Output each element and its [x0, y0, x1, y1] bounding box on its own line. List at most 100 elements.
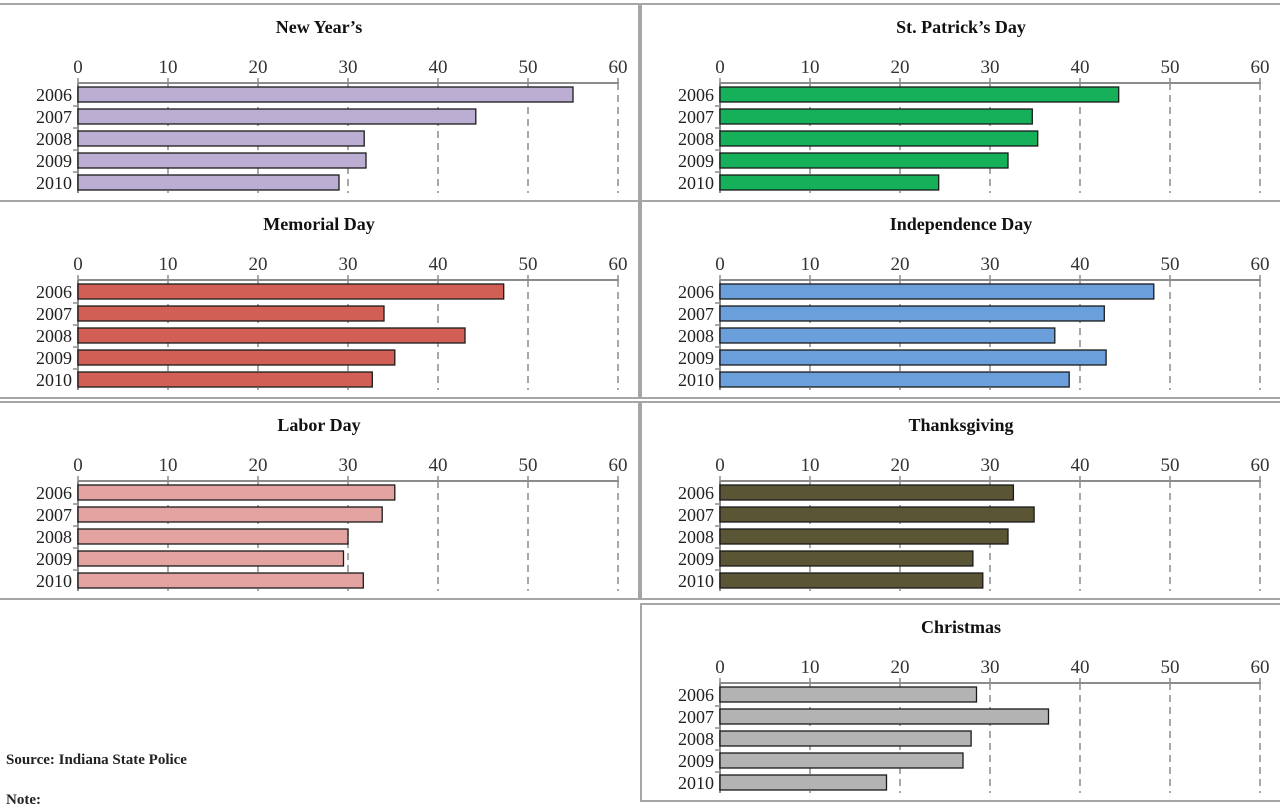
tick-label: 40	[1071, 657, 1090, 678]
bar	[719, 550, 974, 567]
tick-label: 0	[73, 455, 83, 476]
category-label: 2007	[678, 707, 714, 727]
tick-label: 40	[1071, 455, 1090, 476]
bar	[719, 774, 888, 791]
bar	[719, 708, 1050, 725]
bar	[719, 327, 1056, 344]
tick-label: 20	[249, 455, 268, 476]
category-label: 2010	[36, 571, 72, 591]
category-label: 2007	[36, 304, 72, 324]
tick-label: 10	[159, 455, 178, 476]
bar	[719, 506, 1035, 523]
category-label: 2006	[36, 85, 72, 105]
bar	[719, 108, 1033, 125]
category-label: 2010	[36, 173, 72, 193]
tick-label: 0	[715, 57, 725, 78]
bar	[77, 371, 373, 388]
bar	[719, 305, 1105, 322]
bar	[77, 108, 477, 125]
tick-label: 20	[891, 657, 910, 678]
bar	[77, 327, 466, 344]
bar	[77, 152, 367, 169]
category-label: 2008	[678, 729, 714, 749]
tick-label: 0	[73, 57, 83, 78]
bar	[719, 730, 972, 747]
tick-label: 50	[519, 57, 538, 78]
bar	[77, 550, 345, 567]
category-label: 2010	[678, 173, 714, 193]
bar	[719, 686, 978, 703]
category-label: 2010	[36, 370, 72, 390]
category-label: 2009	[36, 348, 72, 368]
tick-label: 30	[339, 57, 358, 78]
category-label: 2007	[36, 505, 72, 525]
bar	[719, 752, 964, 769]
tick-label: 10	[801, 455, 820, 476]
chart-panel: Labor Day 0 10 20 30 40 50 60 2006 2007 2008 2009 20…	[0, 401, 640, 600]
tick-label: 0	[715, 657, 725, 678]
bar	[719, 152, 1009, 169]
category-label: 2006	[678, 685, 714, 705]
bar	[77, 174, 340, 191]
category-label: 2007	[678, 107, 714, 127]
category-label: 2009	[36, 151, 72, 171]
tick-label: 0	[715, 254, 725, 275]
bar	[719, 349, 1107, 366]
tick-label: 50	[1161, 57, 1180, 78]
tick-label: 30	[981, 455, 1000, 476]
category-label: 2007	[678, 505, 714, 525]
chart-panel: Christmas 0 10 20 30 40 50 60 2006 2007 2008 2009 20…	[640, 603, 1280, 802]
source-note: Source: Indiana State Police	[6, 752, 187, 768]
bar	[77, 572, 364, 589]
chart-panel: Memorial Day 0 10 20 30 40 50 60 2006 2007 2008 200…	[0, 200, 640, 399]
tick-label: 60	[1251, 657, 1270, 678]
tick-label: 60	[609, 455, 628, 476]
tick-label: 60	[609, 57, 628, 78]
category-label: 2009	[678, 549, 714, 569]
bar	[77, 130, 365, 147]
tick-label: 40	[1071, 57, 1090, 78]
category-label: 2008	[36, 326, 72, 346]
chart-title: Thanksgiving	[908, 415, 1014, 435]
tick-label: 50	[1161, 657, 1180, 678]
tick-label: 60	[1251, 254, 1270, 275]
bar	[77, 283, 505, 300]
category-label: 2008	[36, 129, 72, 149]
chart-title: St. Patrick’s Day	[896, 17, 1026, 37]
chart-title: Memorial Day	[263, 214, 375, 234]
tick-label: 40	[429, 57, 448, 78]
bar	[77, 305, 385, 322]
chart-title: Independence Day	[889, 214, 1033, 234]
category-label: 2007	[36, 107, 72, 127]
tick-label: 60	[1251, 455, 1270, 476]
category-label: 2008	[678, 129, 714, 149]
category-label: 2006	[678, 282, 714, 302]
tick-label: 20	[891, 254, 910, 275]
category-label: 2008	[678, 527, 714, 547]
tick-label: 50	[519, 455, 538, 476]
tick-label: 60	[609, 254, 628, 275]
tick-label: 30	[981, 57, 1000, 78]
tick-label: 20	[891, 57, 910, 78]
category-label: 2010	[678, 571, 714, 591]
chart-panel: Independence Day 0 10 20 30 40 50 60 2006 2007 200…	[640, 200, 1280, 399]
tick-label: 30	[981, 254, 1000, 275]
bar	[719, 528, 1009, 545]
tick-label: 40	[429, 455, 448, 476]
tick-label: 10	[159, 254, 178, 275]
tick-label: 10	[159, 57, 178, 78]
tick-label: 30	[339, 254, 358, 275]
bar	[719, 283, 1155, 300]
bar	[719, 86, 1120, 103]
bar	[77, 528, 349, 545]
bar	[77, 349, 396, 366]
chart-title: New Year’s	[275, 17, 363, 37]
tick-label: 60	[1251, 57, 1270, 78]
bar	[719, 572, 984, 589]
tick-label: 40	[1071, 254, 1090, 275]
